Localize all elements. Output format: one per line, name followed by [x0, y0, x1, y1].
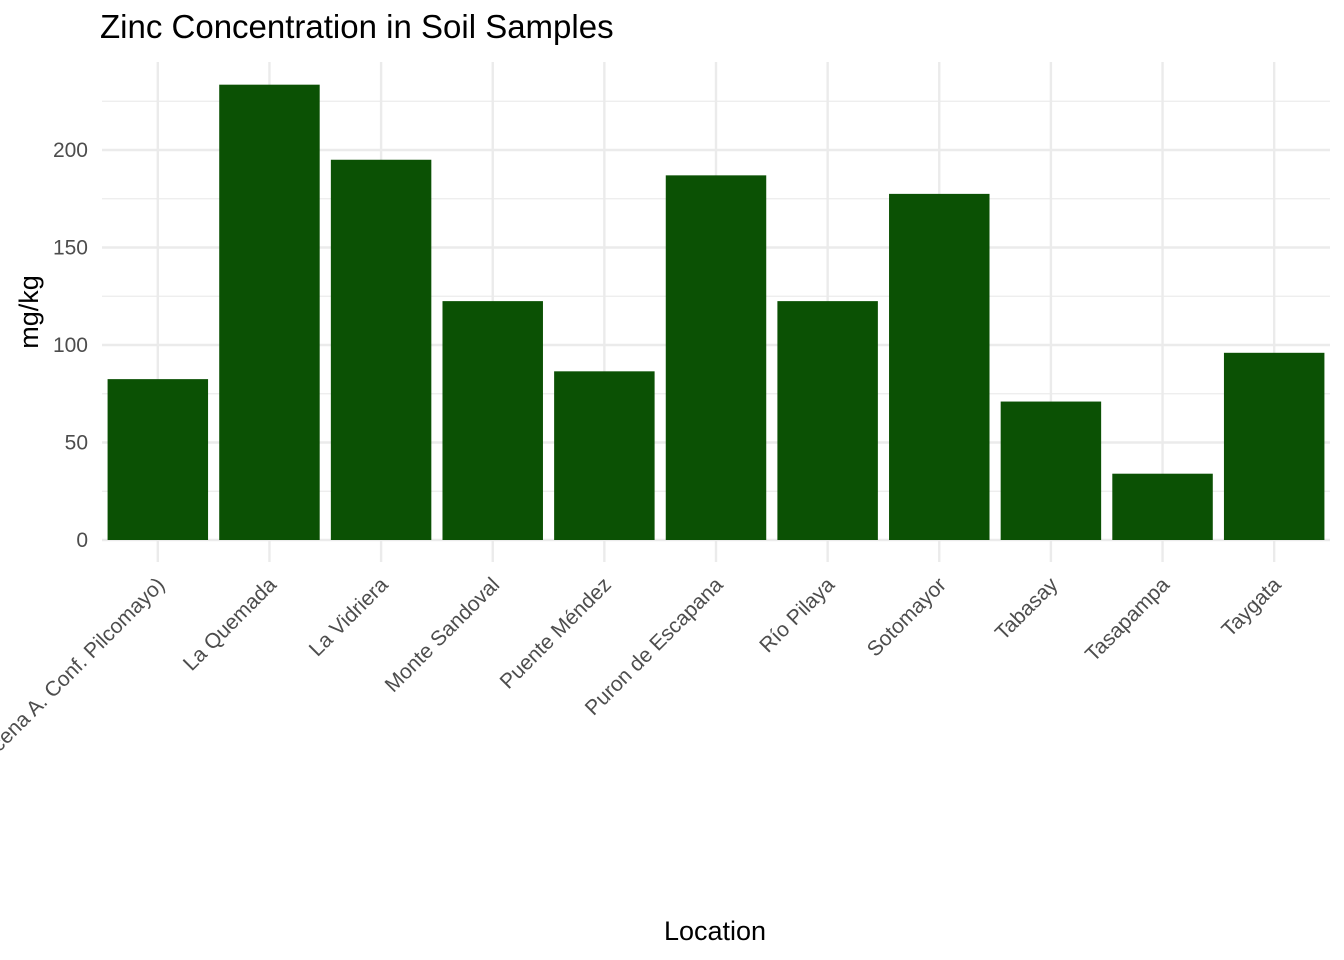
x-tick-label: (Cabecena A. Conf. Pilcomayo) — [0, 573, 169, 796]
chart-title: Zinc Concentration in Soil Samples — [100, 8, 614, 45]
bar — [665, 175, 767, 540]
bars — [107, 84, 1325, 541]
y-tick-label: 0 — [76, 529, 88, 552]
bar — [1000, 401, 1102, 540]
y-tick-label: 200 — [53, 139, 88, 162]
y-tick-label: 100 — [53, 334, 88, 357]
x-tick-label: Sotomayor — [863, 573, 951, 661]
bar — [219, 84, 320, 541]
bar — [330, 159, 432, 540]
y-tick-label: 150 — [53, 237, 88, 260]
x-axis-tick-labels: (Cabecena A. Conf. Pilcomayo) La Quemada L… — [0, 573, 1286, 797]
x-tick-label: Río Pilaya — [755, 573, 839, 657]
x-axis-label: Location — [664, 916, 766, 946]
y-axis-label: mg/kg — [14, 275, 44, 349]
y-axis-tick-labels: 0 50 100 150 200 — [53, 139, 88, 552]
x-tick-label: Tabasay — [991, 573, 1063, 645]
x-tick-label: Tasapampa — [1081, 573, 1174, 666]
bar — [442, 301, 543, 540]
bar — [107, 379, 209, 540]
bar — [1112, 473, 1213, 540]
bar — [889, 193, 990, 540]
x-tick-label: La Vidriera — [305, 573, 393, 661]
x-tick-label: Puente Méndez — [496, 573, 616, 693]
bar — [554, 371, 655, 540]
x-tick-label: Taygata — [1217, 573, 1285, 641]
y-tick-label: 50 — [65, 432, 88, 455]
bar — [777, 301, 878, 540]
x-tick-label: La Quemada — [179, 573, 281, 675]
x-tick-label: Monte Sandoval — [381, 573, 505, 697]
bar — [1223, 352, 1325, 540]
